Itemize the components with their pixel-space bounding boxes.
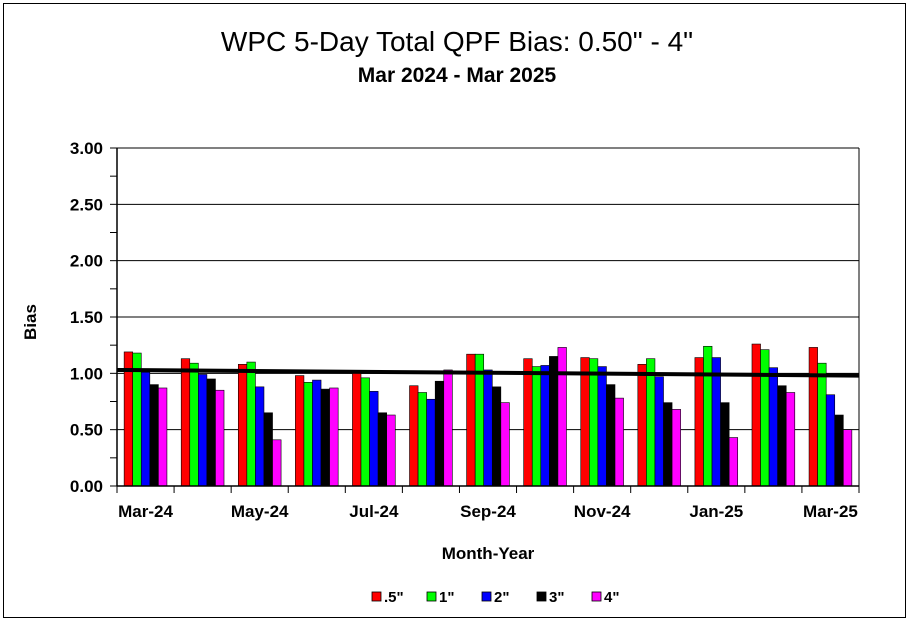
bar: [817, 362, 827, 487]
bar: [711, 357, 721, 487]
bar: [580, 357, 590, 487]
bar: [206, 378, 216, 487]
bar: [597, 366, 607, 487]
bar: [434, 380, 445, 487]
y-tick-label: 0.00: [70, 477, 103, 496]
bar: [426, 398, 436, 487]
bar: [720, 402, 730, 487]
bar: [785, 392, 796, 487]
bar: [842, 429, 853, 487]
bar: [557, 347, 567, 487]
bar: [386, 414, 396, 487]
trendline: [116, 367, 860, 378]
bar: [369, 391, 379, 487]
y-tick-label: 2.00: [70, 252, 103, 271]
bar: [409, 385, 419, 487]
bar: [312, 379, 322, 487]
legend-label: .5": [384, 589, 404, 606]
bar: [663, 402, 673, 487]
y-tick-label: 2.50: [70, 195, 103, 214]
x-tick-label: Mar-24: [118, 502, 173, 521]
bar: [198, 374, 208, 487]
bar: [523, 358, 533, 487]
x-tick-label: Nov-24: [574, 502, 631, 521]
y-tick-label: 0.50: [70, 421, 103, 440]
bar: [703, 345, 713, 487]
legend-label: 2": [494, 589, 509, 606]
bar: [158, 387, 168, 487]
legend-swatch: [536, 591, 547, 602]
bar: [760, 349, 770, 487]
bar: [352, 371, 362, 487]
bar: [751, 343, 761, 487]
y-tick-label: 3.00: [70, 139, 103, 158]
bar: [491, 386, 502, 487]
bar: [149, 384, 159, 487]
bar: [671, 409, 681, 487]
bar: [237, 364, 248, 487]
bar: [255, 386, 265, 487]
bar: [825, 394, 836, 487]
legend-swatch: [371, 591, 382, 602]
x-axis-label: Month-Year: [442, 544, 535, 563]
bar: [728, 437, 739, 487]
bar: [263, 412, 273, 487]
bar: [215, 389, 225, 487]
bar: [132, 352, 142, 487]
y-tick-label: 1.00: [70, 364, 103, 383]
legend-label: 1": [439, 589, 454, 606]
legend-swatch: [591, 591, 602, 602]
bar: [417, 392, 427, 487]
x-tick-label: Sep-24: [460, 502, 516, 521]
bar: [531, 366, 542, 487]
bar: [606, 384, 616, 487]
legend-swatch: [481, 591, 492, 602]
bar: [549, 356, 559, 487]
x-tick-label: Jan-25: [689, 502, 743, 521]
bar: [295, 375, 305, 487]
bars: [123, 343, 853, 487]
legend: .5" 1" 2" 3" 4": [371, 589, 619, 606]
bar: [637, 364, 647, 487]
chart-title: WPC 5-Day Total QPF Bias: 0.50" - 4": [221, 26, 693, 57]
bar: [483, 369, 493, 487]
bar: [694, 357, 704, 487]
bar: [834, 414, 844, 487]
x-tick-label: Jul-24: [349, 502, 399, 521]
bar: [808, 347, 818, 487]
bar: [246, 361, 256, 487]
bias-bar-chart: WPC 5-Day Total QPF Bias: 0.50" - 4" Mar…: [21, 26, 860, 606]
bar: [540, 365, 550, 487]
bar: [768, 367, 778, 487]
bar: [614, 397, 624, 487]
legend-label: 3": [549, 589, 564, 606]
bar: [377, 412, 387, 487]
bar: [646, 358, 656, 487]
bar: [329, 387, 339, 487]
x-tick-label: Mar-25: [803, 502, 858, 521]
chart-subtitle: Mar 2024 - Mar 2025: [358, 64, 557, 87]
bar: [320, 388, 330, 487]
axes: 0.00 0.50 1.00 1.50 2.00 2.50 3.00 Mar-24 May-24…: [70, 139, 860, 521]
legend-label: 4": [604, 589, 619, 606]
y-tick-label: 1.50: [70, 308, 103, 327]
x-tick-label: May-24: [231, 502, 289, 521]
bar: [589, 358, 599, 487]
bar: [140, 371, 151, 487]
y-axis-label: Bias: [21, 304, 40, 340]
bar: [777, 385, 787, 487]
trend-line: [116, 367, 860, 378]
bar: [303, 382, 313, 487]
bar: [180, 358, 191, 487]
bar: [360, 377, 370, 487]
bar: [272, 439, 282, 487]
bar: [500, 402, 510, 487]
bar: [654, 376, 664, 487]
bar: [189, 362, 199, 487]
chart-frame: WPC 5-Day Total QPF Bias: 0.50" - 4" Mar…: [3, 3, 906, 618]
bar: [443, 369, 453, 487]
legend-swatch: [426, 591, 437, 602]
